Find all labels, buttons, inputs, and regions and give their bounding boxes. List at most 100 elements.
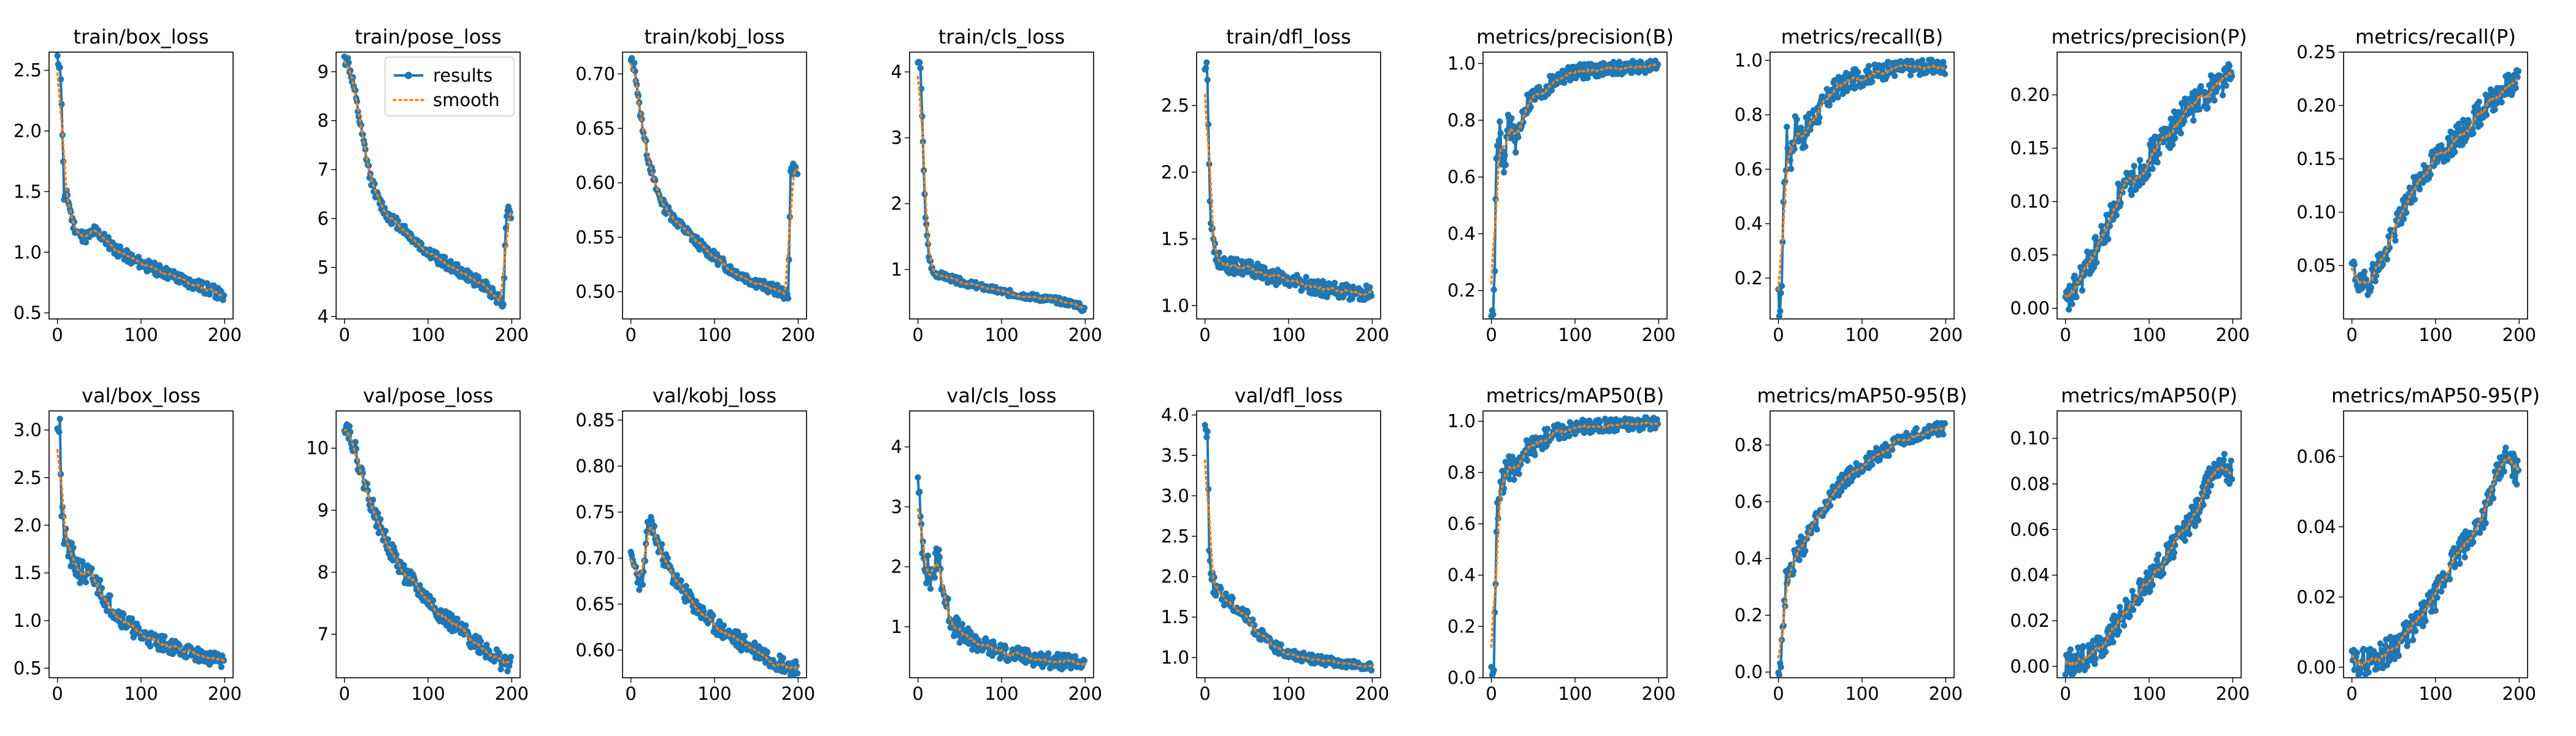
y-tick-label: 9 — [318, 61, 329, 82]
results-point — [2367, 284, 2375, 291]
subplot-13: val/dfl_loss 0 100 200 1.0 1.5 2.0 2.5 3.0 3.5 4.0 — [1161, 384, 1389, 704]
results-point — [2113, 613, 2120, 620]
results-point — [82, 579, 90, 586]
y-tick-label: 0.6 — [1735, 491, 1763, 512]
y-tick-label: 2.5 — [1161, 526, 1189, 546]
plot-area — [2062, 61, 2236, 313]
results-point — [2181, 118, 2188, 125]
results-point — [1777, 664, 1784, 671]
results-point — [2438, 588, 2445, 595]
x-tick-label: 100 — [1271, 324, 1305, 345]
y-tick-label: 1.0 — [1735, 50, 1763, 71]
results-point — [346, 423, 353, 430]
x-tick-label: 200 — [1068, 683, 1102, 704]
subplot-4: train/dfl_loss 0 100 200 1.0 1.5 2.0 2.5 — [1161, 25, 1389, 345]
subplot-title: train/pose_loss — [355, 25, 501, 48]
results-point — [2351, 261, 2358, 268]
results-point — [2196, 106, 2202, 113]
results-point — [2491, 106, 2498, 113]
results-point — [2126, 612, 2133, 619]
results-point — [794, 171, 801, 177]
x-tick-label: 0 — [339, 683, 350, 704]
y-tick-label: 0.20 — [2010, 85, 2050, 105]
subplot-7: metrics/precision(P) 0 100 200 0.00 0.05 0.10 0… — [2010, 25, 2250, 345]
results-point — [2503, 91, 2510, 98]
results-point — [2494, 461, 2501, 468]
x-tick-label: 100 — [2132, 683, 2166, 704]
x-tick-label: 0 — [52, 683, 63, 704]
results-point — [2475, 98, 2483, 105]
results-point — [710, 612, 716, 619]
results-point — [1511, 476, 1517, 483]
y-tick-label: 0.80 — [575, 456, 615, 477]
results-point — [751, 639, 758, 646]
y-tick-label: 3 — [891, 496, 902, 517]
results-point — [1834, 94, 1841, 101]
results-point — [1928, 56, 1935, 63]
results-point — [1002, 645, 1010, 652]
y-tick-label: 0.8 — [1447, 110, 1476, 131]
results-point — [1368, 293, 1375, 299]
results-point — [56, 415, 63, 423]
results-point — [2103, 212, 2110, 218]
results-point — [2129, 169, 2136, 176]
results-point — [1830, 96, 1836, 103]
results-point — [2483, 112, 2490, 118]
y-tick-label: 0.4 — [1447, 223, 1476, 244]
results-point — [507, 653, 515, 661]
results-point — [936, 554, 943, 561]
results-point — [88, 565, 95, 572]
results-point — [1855, 69, 1861, 75]
results-point — [2080, 643, 2087, 650]
x-tick-label: 100 — [411, 324, 445, 345]
x-tick-label: 100 — [2418, 683, 2452, 704]
y-tick-label: 9 — [318, 500, 329, 521]
results-point — [1278, 641, 1284, 648]
results-point — [377, 516, 384, 523]
y-tick-label: 8 — [318, 110, 329, 131]
results-point — [2120, 622, 2128, 629]
results-point — [2205, 488, 2212, 495]
results-point — [454, 261, 461, 268]
plot-area — [914, 58, 1088, 315]
results-point — [1778, 283, 1785, 289]
legend-results-marker — [405, 72, 412, 79]
results-point — [2429, 598, 2437, 605]
results-point — [2427, 171, 2434, 178]
results-point — [2447, 576, 2453, 583]
plot-area — [1775, 420, 1949, 678]
y-tick-label: 0.4 — [1447, 565, 1476, 586]
results-point — [176, 642, 183, 649]
x-tick-label: 0 — [1199, 683, 1210, 704]
x-tick-label: 100 — [411, 683, 445, 704]
results-point — [1367, 284, 1373, 291]
results-point — [1776, 672, 1783, 678]
results-point — [1892, 72, 1898, 79]
results-point — [2488, 101, 2495, 109]
y-tick-label: 1.5 — [13, 181, 42, 202]
results-point — [375, 510, 381, 517]
results-point — [1536, 83, 1543, 90]
results-line — [1203, 424, 1373, 671]
results-point — [639, 581, 646, 588]
results-point — [2470, 130, 2477, 137]
x-tick-label: 200 — [208, 683, 242, 704]
results-point — [1268, 278, 1275, 285]
results-point — [504, 668, 511, 675]
y-tick-label: 0.00 — [2010, 298, 2050, 319]
y-tick-label: 0.2 — [1735, 267, 1763, 288]
results-point — [2065, 306, 2072, 313]
subplot-title: val/box_loss — [82, 384, 201, 407]
results-point — [1204, 77, 1211, 83]
y-tick-label: 1 — [891, 616, 902, 637]
y-tick-label: 1 — [891, 259, 902, 280]
results-point — [79, 558, 86, 565]
x-tick-label: 0 — [1485, 683, 1497, 704]
y-tick-label: 1.5 — [1161, 229, 1189, 250]
results-point — [199, 278, 205, 286]
results-point — [2117, 604, 2123, 610]
results-point — [496, 650, 503, 657]
subplot-11: val/kobj_loss 0 100 200 0.60 0.65 0.70 0.75 0.80… — [575, 384, 815, 704]
y-tick-label: 1.0 — [1447, 411, 1476, 432]
